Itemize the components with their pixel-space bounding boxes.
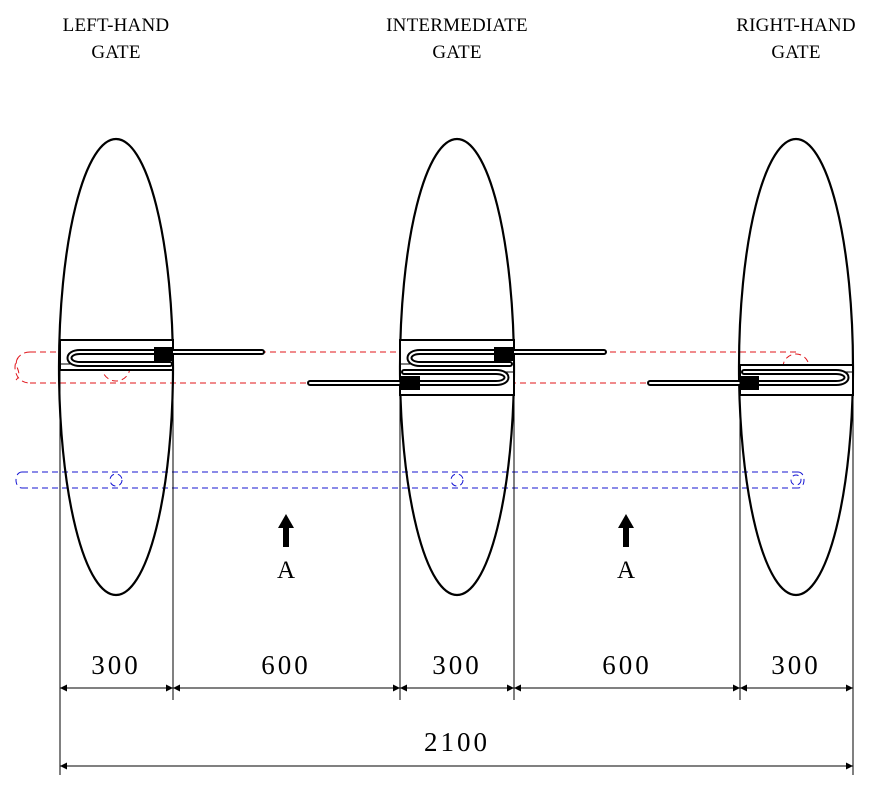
left-gate-title-line1: LEFT-HAND — [63, 15, 170, 36]
right-gate-title-line2: GATE — [771, 42, 820, 63]
left-gate-title-line2: GATE — [91, 42, 140, 63]
intermediate-gate-title-line2: GATE — [432, 42, 481, 63]
dimension-extension-lines — [59, 367, 854, 775]
lower-arm-sweep-path — [15, 471, 805, 489]
passage-arrow-left: A — [277, 514, 295, 584]
dimension-left-passage-width: 600 — [261, 650, 311, 680]
left-hand-gate — [57, 137, 265, 597]
right-hand-gate — [647, 137, 855, 597]
dimension-left-gate-width: 300 — [91, 650, 141, 680]
passage-arrow-right: A — [617, 514, 635, 584]
dimension-intermediate-gate-width: 300 — [432, 650, 482, 680]
dimension-total-width: 2100 — [424, 727, 490, 757]
intermediate-gate-title-line1: INTERMEDIATE — [386, 15, 528, 36]
intermediate-gate — [307, 137, 607, 597]
passage-arrow-right-label: A — [617, 557, 635, 584]
dimension-right-gate-width: 300 — [771, 650, 821, 680]
dimension-right-passage-width: 600 — [602, 650, 652, 680]
passage-arrow-left-label: A — [277, 557, 295, 584]
right-gate-title-line1: RIGHT-HAND — [736, 15, 856, 36]
